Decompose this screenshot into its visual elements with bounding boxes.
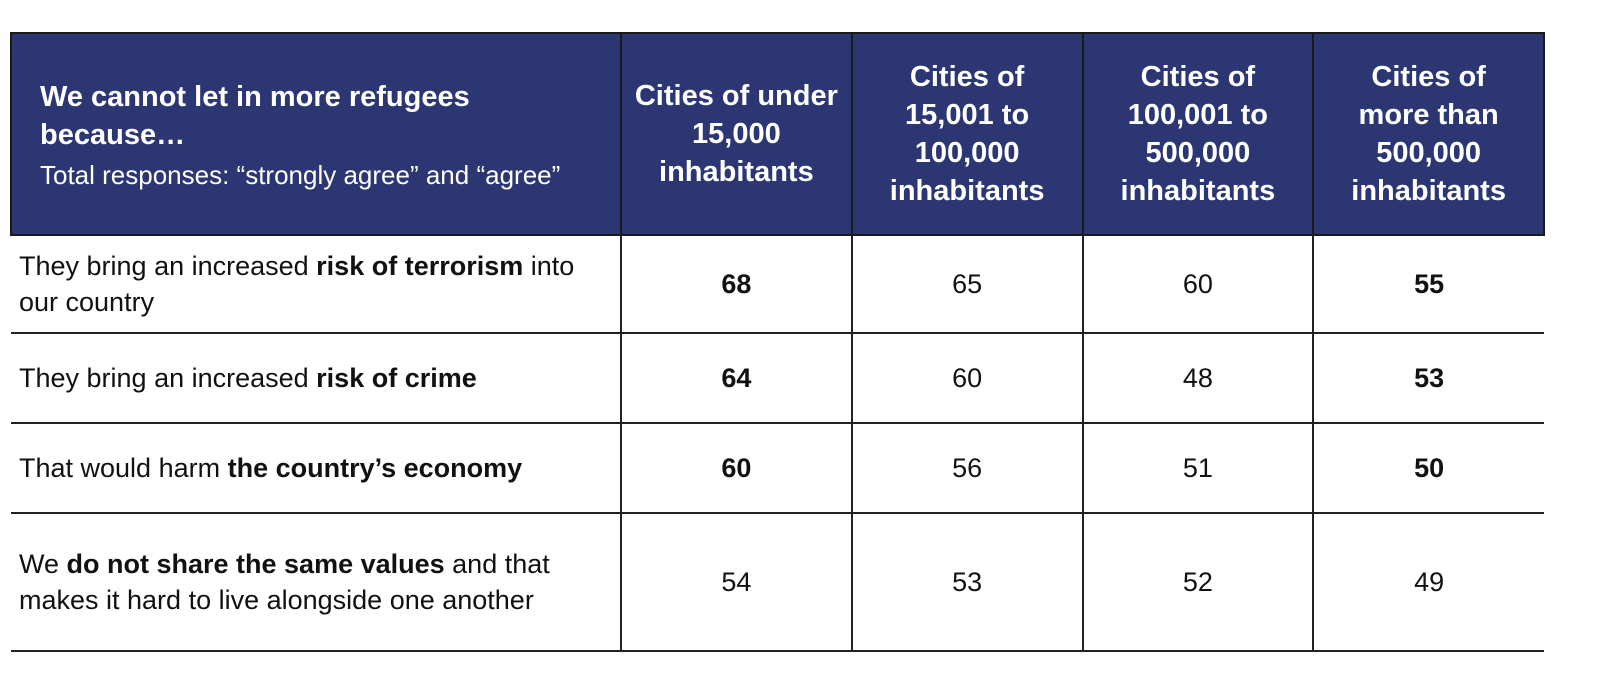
value-cell: 64 [620, 333, 852, 424]
header-subtitle: Total responses: “strongly agree” and “a… [40, 159, 561, 190]
row-label-segment: That would harm [19, 453, 228, 483]
row-label-segment: They bring an increased [19, 363, 317, 393]
value-cell: 52 [1081, 513, 1314, 652]
table-row: They bring an increased risk of terroris… [11, 235, 1544, 334]
value-cell: 49 [1312, 513, 1544, 652]
row-label-segment: do not share the same values [66, 549, 445, 579]
row-label-segment: into our country [19, 251, 575, 317]
row-label-segment: and that makes it hard to live alongside… [19, 549, 550, 615]
column-header: Cities of more than 500,000 inhabitants [1312, 32, 1545, 236]
value-cell: 54 [620, 513, 852, 652]
value-cell: 55 [1312, 235, 1544, 334]
row-label: They bring an increased risk of terroris… [11, 235, 621, 334]
row-label-segment: the country’s economy [227, 453, 523, 483]
row-label: They bring an increased risk of crime [11, 333, 621, 424]
value-cell: 56 [850, 423, 1083, 514]
column-header: Cities of 15,001 to 100,000 inhabitants [850, 32, 1084, 236]
value-cell: 53 [850, 513, 1083, 652]
row-label-segment: risk of terrorism [316, 251, 524, 281]
row-label-segment: risk of crime [316, 363, 477, 393]
table-row: That would harm the country’s economy 60 5… [11, 423, 1544, 514]
header-title: We cannot let in more refugees because… [40, 80, 470, 151]
row-label-segment: We [19, 549, 67, 579]
column-header: Cities of 100,001 to 500,000 inhabitants [1081, 32, 1315, 236]
value-cell: 65 [850, 235, 1083, 334]
table-row: We do not share the same values and that… [11, 513, 1544, 652]
value-cell: 48 [1081, 333, 1314, 424]
value-cell: 60 [1081, 235, 1314, 334]
value-cell: 68 [620, 235, 852, 334]
row-label: We do not share the same values and that… [11, 513, 621, 652]
value-cell: 60 [850, 333, 1083, 424]
column-header: Cities of under 15,000 inhabitants [620, 32, 853, 236]
refugee-opinion-table: We cannot let in more refugees because… … [10, 32, 1545, 652]
row-label: That would harm the country’s economy [11, 423, 621, 514]
value-cell: 60 [620, 423, 852, 514]
value-cell: 53 [1312, 333, 1544, 424]
row-label-segment: They bring an increased [19, 251, 317, 281]
value-cell: 51 [1081, 423, 1314, 514]
table-row: They bring an increased risk of crime 64 6… [11, 333, 1544, 424]
header-question: We cannot let in more refugees because… … [10, 32, 622, 236]
header-row: We cannot let in more refugees because… … [10, 32, 1545, 236]
value-cell: 50 [1312, 423, 1544, 514]
